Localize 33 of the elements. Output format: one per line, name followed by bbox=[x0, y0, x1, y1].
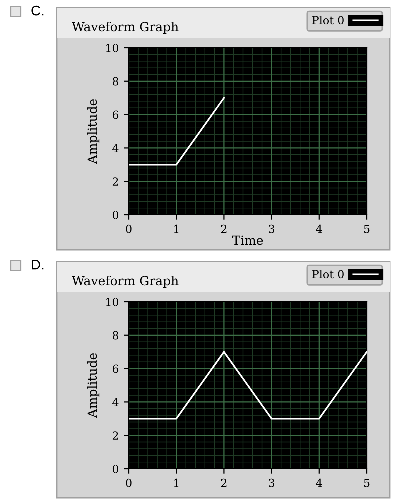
x-tick-label: 3 bbox=[269, 478, 275, 488]
y-tick-label: 0 bbox=[112, 464, 119, 474]
x-tick-label: 5 bbox=[364, 225, 370, 234]
legend-label: Plot 0 bbox=[312, 270, 344, 279]
text: C. bbox=[32, 6, 44, 16]
x-tick-label: 2 bbox=[221, 224, 227, 234]
x-tick-label: 1 bbox=[174, 224, 179, 234]
y-tick-label: 10 bbox=[106, 298, 119, 306]
x-tick-label: 0 bbox=[126, 224, 132, 234]
x-tick-label: 0 bbox=[126, 478, 132, 488]
y-tick-label: 2 bbox=[112, 432, 118, 440]
y-tick-label: 4 bbox=[112, 398, 119, 406]
y-tick-label: 4 bbox=[112, 144, 119, 152]
x-tick-label: 1 bbox=[174, 478, 179, 488]
y-tick-label: 8 bbox=[112, 331, 119, 340]
x-tick-label: 5 bbox=[364, 479, 370, 488]
y-tick-label: 10 bbox=[106, 44, 119, 52]
y-axis-title: Amplitude bbox=[87, 99, 100, 164]
chart-title: Waveform Graph bbox=[72, 22, 179, 34]
y-tick-label: 8 bbox=[112, 77, 119, 86]
x-tick-label: 4 bbox=[316, 478, 322, 488]
y-tick-label: 2 bbox=[112, 178, 118, 186]
x-tick-label: 3 bbox=[269, 224, 275, 234]
y-axis-title: Amplitude bbox=[87, 353, 100, 418]
x-tick-label: 4 bbox=[316, 224, 322, 234]
x-axis-title: Time bbox=[232, 236, 264, 246]
chart-title: Waveform Graph bbox=[72, 276, 179, 288]
x-tick-label: 2 bbox=[221, 478, 227, 488]
y-tick-label: 6 bbox=[112, 364, 119, 374]
legend-label: Plot 0 bbox=[312, 16, 344, 25]
text: D. bbox=[32, 260, 44, 270]
y-tick-label: 6 bbox=[112, 110, 119, 120]
y-tick-label: 0 bbox=[112, 210, 119, 220]
